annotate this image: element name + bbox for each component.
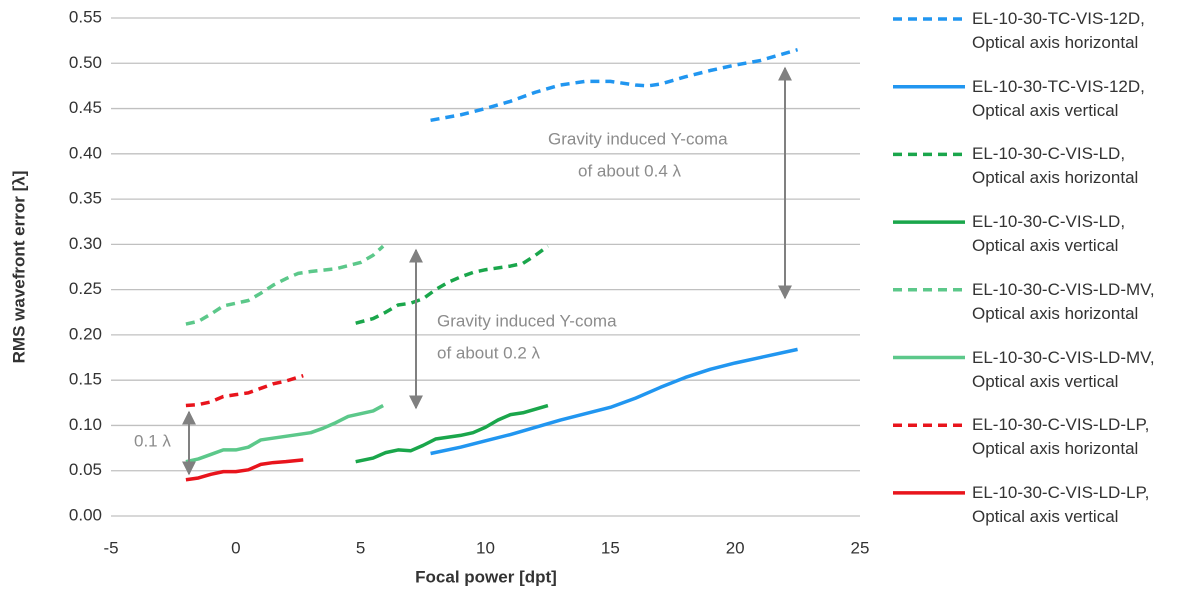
- y-tick-label: 0.20: [69, 324, 102, 343]
- y-tick-label: 0.25: [69, 279, 102, 298]
- y-tick-label: 0.00: [69, 505, 102, 524]
- series-line: [355, 403, 549, 464]
- y-tick-label: 0.40: [69, 143, 102, 162]
- series-line: [185, 403, 384, 464]
- x-tick-label: -5: [103, 538, 118, 557]
- series-line: [185, 244, 385, 326]
- annotation: Gravity induced Y-coma: [437, 311, 617, 330]
- series-line: [185, 458, 304, 482]
- x-tick-label: 0: [231, 538, 240, 557]
- y-axis-title: RMS wavefront error [λ]: [9, 171, 28, 364]
- annotation-bg: [128, 430, 178, 454]
- y-tick-label: 0.35: [69, 189, 102, 208]
- legend-label: EL-10-30-C-VIS-LD-MV, Optical axis horiz…: [972, 279, 1155, 323]
- x-tick-label: 25: [851, 538, 870, 557]
- y-tick-label: 0.10: [69, 415, 102, 434]
- x-tick-label: 20: [726, 538, 745, 557]
- x-tick-label: 15: [601, 538, 620, 557]
- y-tick-label: 0.30: [69, 234, 102, 253]
- series-line: [185, 373, 304, 408]
- annotation: of about 0.4 λ: [578, 161, 682, 180]
- legend-label: EL-10-30-TC-VIS-12D, Optical axis vertic…: [972, 76, 1145, 120]
- y-tick-label: 0.55: [69, 7, 102, 26]
- series-line: [430, 48, 799, 123]
- y-tick-label: 0.50: [69, 53, 102, 72]
- series-line: [430, 347, 798, 456]
- x-tick-label: 10: [476, 538, 495, 557]
- annotation: Gravity induced Y-coma: [548, 129, 728, 148]
- legend-label: EL-10-30-C-VIS-LD-LP, Optical axis verti…: [972, 482, 1150, 526]
- legend-label: EL-10-30-TC-VIS-12D, Optical axis horizo…: [972, 9, 1145, 52]
- legend-label: EL-10-30-C-VIS-LD-MV, Optical axis verti…: [972, 347, 1155, 391]
- x-axis-title: Focal power [dpt]: [415, 567, 557, 586]
- annotation: of about 0.2 λ: [437, 343, 541, 362]
- y-tick-label: 0.05: [69, 460, 102, 479]
- x-tick-label: 5: [356, 538, 365, 557]
- legend-label: EL-10-30-C-VIS-LD-LP, Optical axis horiz…: [972, 415, 1150, 459]
- legend-label: EL-10-30-C-VIS-LD, Optical axis vertical: [972, 212, 1126, 256]
- legend-label: EL-10-30-C-VIS-LD, Optical axis horizont…: [972, 144, 1139, 188]
- annotation: 0.1 λ: [134, 431, 171, 450]
- y-tick-label: 0.15: [69, 370, 102, 389]
- plot: 0.00 0.05 0.10 0.15 0.20 0.25 0.30 0.35 0.40 0.45…: [69, 7, 965, 557]
- y-tick-label: 0.45: [69, 98, 102, 117]
- series-line: [355, 244, 549, 325]
